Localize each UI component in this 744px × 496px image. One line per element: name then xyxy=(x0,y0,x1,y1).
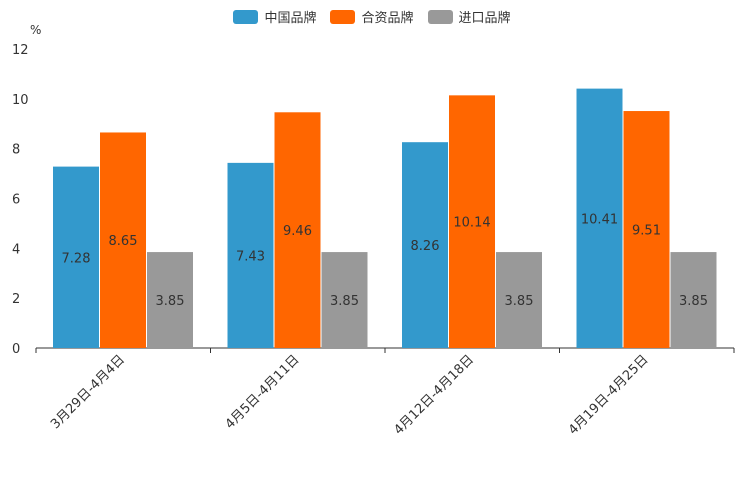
bar-value-label: 3.85 xyxy=(679,294,708,309)
bar[interactable] xyxy=(227,162,274,348)
y-tick-label: 2 xyxy=(12,292,20,307)
bar-value-label: 3.85 xyxy=(156,294,185,309)
legend-item-import[interactable]: 进口品牌 xyxy=(427,7,511,26)
bar-value-label: 10.14 xyxy=(453,216,490,231)
bar-value-label: 8.65 xyxy=(109,234,138,249)
y-tick-label: 12 xyxy=(12,43,29,58)
bar[interactable] xyxy=(623,111,670,348)
legend-swatch-jv xyxy=(330,9,356,24)
bar[interactable] xyxy=(670,252,717,348)
x-tick-label: 3月29日-4月4日 xyxy=(48,352,128,432)
bar[interactable] xyxy=(53,166,99,348)
y-tick-label: 0 xyxy=(12,342,20,357)
y-tick-label: 10 xyxy=(12,93,29,108)
bar[interactable] xyxy=(402,142,448,348)
bar-value-label: 8.26 xyxy=(411,239,440,254)
bar[interactable] xyxy=(147,252,193,348)
bar-value-label: 9.51 xyxy=(632,224,661,239)
bar-value-label: 7.28 xyxy=(62,251,91,266)
chart-legend: 中国品牌 合资品牌 进口品牌 xyxy=(0,7,744,26)
legend-label-import: 进口品牌 xyxy=(458,11,511,26)
x-tick-label: 4月5日-4月11日 xyxy=(223,352,303,432)
bar[interactable] xyxy=(274,112,321,348)
bar[interactable] xyxy=(100,132,146,348)
y-tick-label: 4 xyxy=(12,242,20,257)
x-tick-label: 4月19日-4月25日 xyxy=(566,352,652,438)
y-tick-label: 6 xyxy=(12,193,20,208)
y-tick-label: 8 xyxy=(12,143,20,158)
legend-label-china: 中国品牌 xyxy=(264,11,317,26)
bar-value-label: 9.46 xyxy=(283,224,312,239)
bar[interactable] xyxy=(321,252,368,348)
bar[interactable] xyxy=(496,252,542,348)
bar-value-label: 7.43 xyxy=(236,249,265,264)
legend-item-jv[interactable]: 合资品牌 xyxy=(330,7,414,26)
legend-item-china[interactable]: 中国品牌 xyxy=(233,7,316,26)
bar[interactable] xyxy=(576,88,623,349)
y-axis-unit-label: % xyxy=(30,23,41,37)
bar-value-label: 10.41 xyxy=(581,212,618,227)
legend-label-jv: 合资品牌 xyxy=(361,11,414,26)
bar-value-label: 3.85 xyxy=(505,294,534,309)
legend-swatch-china xyxy=(233,9,259,24)
x-tick-label: 4月12日-4月18日 xyxy=(391,352,477,438)
bar-value-label: 3.85 xyxy=(330,294,359,309)
legend-swatch-import xyxy=(427,9,453,24)
bar[interactable] xyxy=(449,95,495,348)
